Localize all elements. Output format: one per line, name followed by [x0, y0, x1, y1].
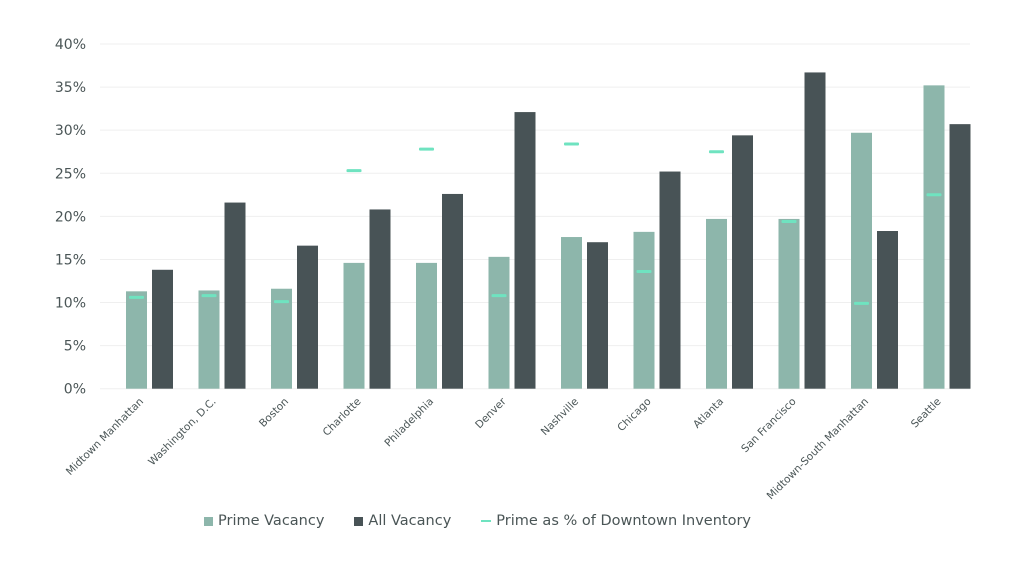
x-tick-label-boston: Boston: [257, 396, 291, 430]
marker-prime-as-of-downtown-inventory-chicago: [636, 270, 652, 274]
markers: [129, 142, 942, 305]
y-tick-label: 30%: [55, 123, 86, 139]
legend-swatch-prime-vacancy: [204, 516, 213, 526]
bar-prime-vacancy-charlotte: [343, 262, 365, 389]
y-tick-label: 10%: [55, 296, 86, 312]
x-tick-label-denver: Denver: [473, 395, 509, 431]
bar-all-vacancy-philadelphia: [442, 193, 463, 389]
x-tick-label-atlanta: Atlanta: [691, 396, 726, 431]
legend-swatch-prime-inventory: [481, 520, 492, 522]
legend-label-all-vacancy: All Vacancy: [368, 513, 452, 529]
marker-prime-as-of-downtown-inventory-philadelphia: [419, 147, 434, 151]
bar-prime-vacancy-seattle: [923, 85, 945, 389]
bar-all-vacancy-san-francisco: [804, 72, 826, 389]
marker-prime-as-of-downtown-inventory-midtown-south-manhattan: [854, 301, 869, 305]
y-tick-label: 35%: [55, 80, 86, 96]
bar-all-vacancy-charlotte: [369, 209, 391, 389]
marker-prime-as-of-downtown-inventory-seattle: [926, 193, 942, 197]
bar-all-vacancy-chicago: [659, 171, 681, 389]
x-axis: Midtown Manhattan Washington, D.C. Boston C…: [64, 395, 944, 502]
y-tick-label: 40%: [55, 37, 86, 53]
x-tick-label-washington-d-c: Washington, D.C.: [146, 396, 218, 468]
bar-all-vacancy-midtown-manhattan: [152, 269, 173, 389]
bar-prime-vacancy-chicago: [633, 231, 655, 389]
bar-prime-vacancy-denver: [488, 256, 510, 389]
bar-all-vacancy-atlanta: [732, 135, 753, 389]
bar-prime-vacancy-boston: [271, 288, 292, 389]
bar-prime-vacancy-philadelphia: [416, 262, 437, 389]
bar-prime-vacancy-atlanta: [706, 218, 727, 389]
marker-prime-as-of-downtown-inventory-midtown-manhattan: [129, 295, 144, 299]
y-tick-label: 20%: [55, 209, 86, 225]
marker-prime-as-of-downtown-inventory-washington-d-c: [201, 294, 217, 298]
y-tick-label: 25%: [55, 166, 86, 182]
x-tick-label-midtown-manhattan: Midtown Manhattan: [64, 396, 146, 478]
marker-prime-as-of-downtown-inventory-san-francisco: [781, 220, 797, 224]
bar-all-vacancy-nashville: [587, 242, 608, 389]
bar-all-vacancy-midtown-south-manhattan: [877, 230, 898, 389]
x-tick-label-seattle: Seattle: [909, 396, 944, 431]
marker-prime-as-of-downtown-inventory-charlotte: [346, 169, 362, 173]
bars: [126, 72, 971, 389]
legend-label-prime-vacancy: Prime Vacancy: [218, 513, 325, 529]
marker-prime-as-of-downtown-inventory-boston: [274, 300, 289, 304]
bar-prime-vacancy-midtown-south-manhattan: [851, 132, 872, 389]
legend-item-prime-inventory: Prime as % of Downtown Inventory: [481, 513, 751, 529]
bar-all-vacancy-denver: [514, 112, 536, 389]
marker-prime-as-of-downtown-inventory-denver: [491, 294, 507, 298]
bar-prime-vacancy-midtown-manhattan: [126, 291, 147, 389]
y-tick-label: 5%: [64, 339, 86, 355]
x-tick-label-nashville: Nashville: [539, 396, 581, 438]
bar-prime-vacancy-san-francisco: [778, 218, 800, 389]
y-tick-label: 0%: [64, 382, 86, 398]
x-tick-label-philadelphia: Philadelphia: [382, 396, 436, 450]
x-tick-label-san-francisco: San Francisco: [739, 396, 798, 455]
marker-prime-as-of-downtown-inventory-atlanta: [709, 150, 724, 154]
bar-all-vacancy-washington-d-c: [224, 202, 246, 389]
bar-prime-vacancy-nashville: [561, 237, 582, 389]
marker-prime-as-of-downtown-inventory-nashville: [564, 142, 579, 146]
bar-all-vacancy-boston: [297, 245, 318, 389]
y-tick-label: 15%: [55, 252, 86, 268]
y-axis: 0% 5% 10% 15% 20% 25% 30% 35% 40%: [55, 37, 86, 398]
legend: Prime Vacancy All Vacancy Prime as % of …: [204, 513, 781, 529]
bar-all-vacancy-seattle: [949, 124, 971, 389]
legend-swatch-all-vacancy: [354, 516, 364, 526]
x-tick-label-charlotte: Charlotte: [321, 396, 364, 439]
bar-prime-vacancy-washington-d-c: [198, 290, 220, 389]
legend-item-prime-vacancy: Prime Vacancy: [204, 513, 324, 529]
x-tick-label-chicago: Chicago: [615, 396, 653, 434]
legend-label-prime-inventory: Prime as % of Downtown Inventory: [496, 513, 752, 529]
legend-item-all-vacancy: All Vacancy: [354, 513, 451, 529]
